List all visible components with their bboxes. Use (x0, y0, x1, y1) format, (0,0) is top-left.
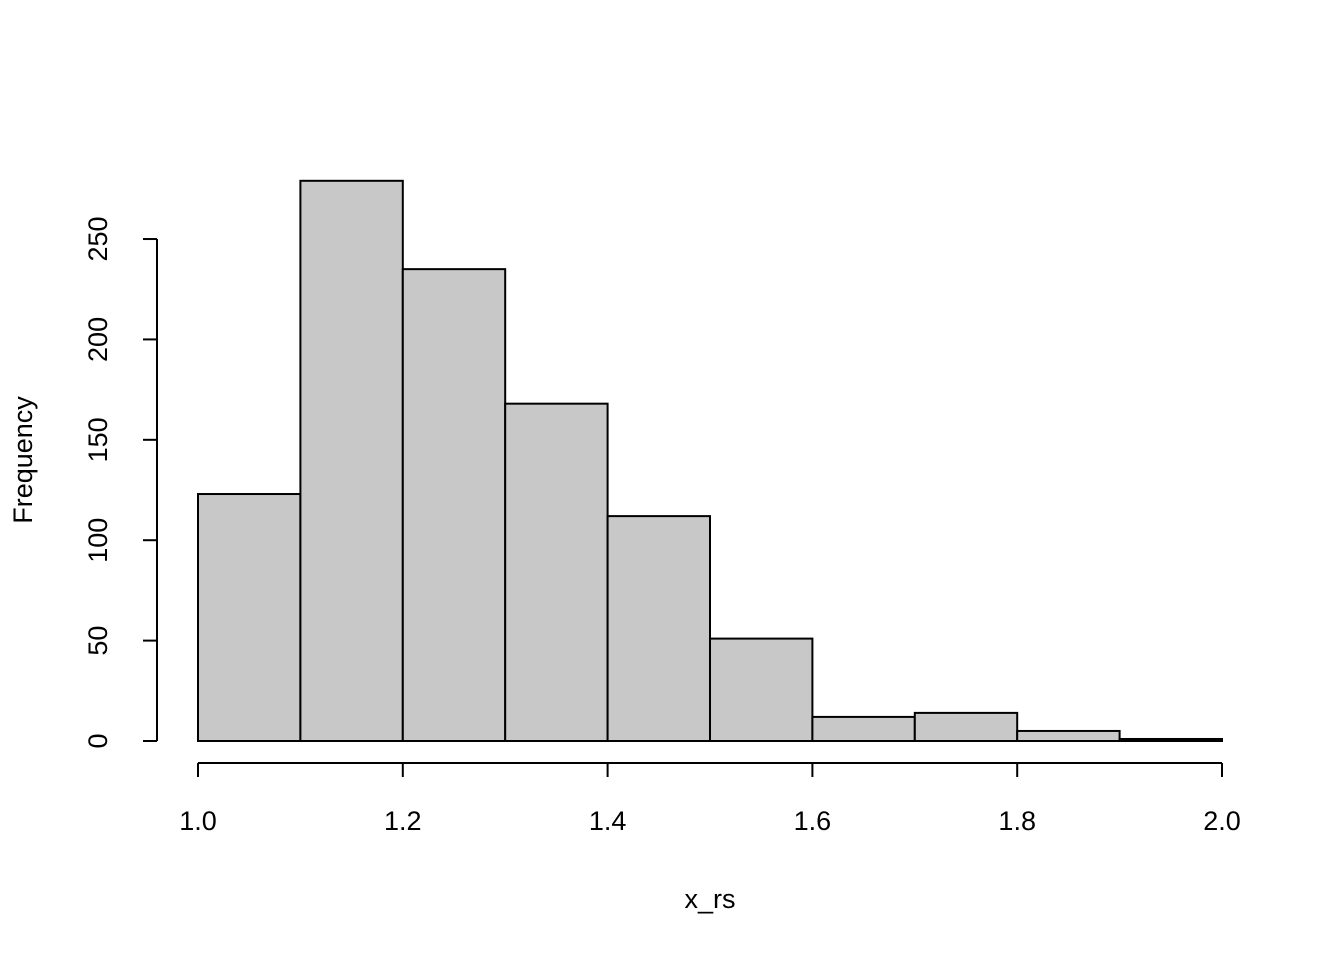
bar (1118, 737, 1223, 743)
bar (606, 515, 711, 742)
y-tick-label: 0 (83, 733, 113, 748)
bar (811, 715, 916, 743)
y-tick-label: 200 (83, 317, 113, 362)
y-axis-label: Frequency (8, 396, 38, 524)
x-tick-label: 1.8 (998, 806, 1036, 836)
x-tick-label: 1.6 (794, 806, 832, 836)
bar (709, 637, 814, 742)
bar (1016, 729, 1121, 742)
x-tick-label: 1.2 (384, 806, 422, 836)
bar (504, 402, 609, 742)
y-tick-label: 250 (83, 216, 113, 261)
x-tick-label: 1.0 (179, 806, 217, 836)
x-tick-label: 2.0 (1203, 806, 1241, 836)
y-tick-label: 100 (83, 518, 113, 563)
y-tick-label: 50 (83, 626, 113, 656)
bar (401, 268, 507, 742)
bar (913, 711, 1019, 742)
x-tick-label: 1.4 (589, 806, 627, 836)
bar (299, 179, 404, 743)
y-tick-label: 150 (83, 417, 113, 462)
x-axis-label: x_rs (684, 884, 735, 914)
bar (197, 493, 302, 743)
